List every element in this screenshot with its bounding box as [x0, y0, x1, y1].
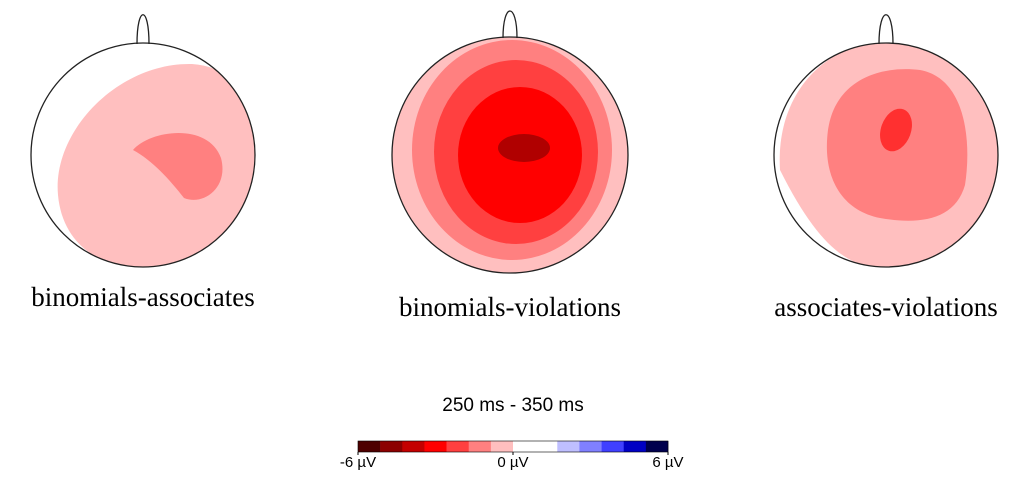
colorbar-tick-label: -6 µV	[340, 454, 376, 471]
colorbar-segment	[358, 441, 381, 452]
map-label: associates-violations	[774, 292, 997, 322]
head-nose	[502, 10, 518, 39]
colorbar-segment	[557, 441, 580, 452]
colorbar-segment	[513, 441, 536, 452]
colorbar-segment	[468, 441, 492, 452]
colorbar-segment	[579, 441, 602, 452]
colorbar-tick-label: 0 µV	[497, 454, 528, 471]
topo-map	[57, 63, 255, 267]
head-outline	[30, 42, 256, 268]
colorbar-segment	[535, 441, 558, 452]
topo-map	[392, 37, 628, 273]
colorbar: -6 µV 0 µV 6 µV	[340, 440, 684, 471]
colorbar-segment	[623, 441, 647, 452]
colorbar-segment	[402, 441, 425, 452]
head-outline	[391, 36, 629, 274]
colorbar-segment	[446, 441, 470, 452]
head-outline	[773, 42, 999, 268]
colorbar-segment	[601, 441, 625, 452]
colorbar-tick-label: 6 µV	[652, 454, 683, 471]
time-window: 250 ms - 350 ms	[442, 395, 584, 416]
colorbar-segment	[380, 441, 403, 452]
colorbar-segment	[490, 441, 514, 452]
head-nose	[878, 14, 894, 45]
topo-map	[779, 43, 998, 267]
colorbar-segment	[424, 441, 447, 452]
map-label: binomials-associates	[31, 282, 254, 312]
map-label: binomials-violations	[399, 292, 621, 322]
head-nose	[136, 14, 150, 45]
colorbar-segment	[645, 441, 669, 452]
